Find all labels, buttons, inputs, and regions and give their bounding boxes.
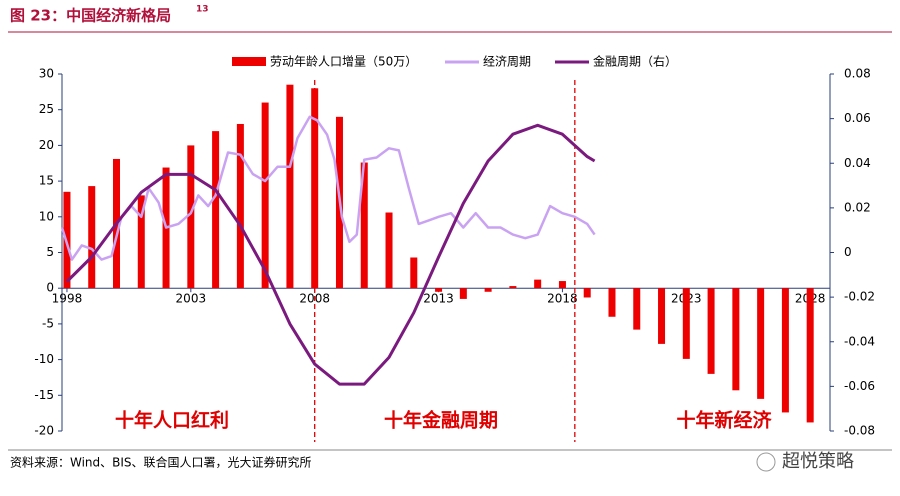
bar [137,195,145,289]
x-tick-label: 1998 [52,292,83,306]
bar [360,162,368,289]
bar [534,279,542,289]
bar [608,288,616,317]
bar [633,288,641,330]
bar [236,123,244,289]
y2-tick-label: -0.06 [844,379,875,393]
y2-tick-label: 0.02 [844,200,871,214]
line [60,115,596,261]
y-tick-label: 0 [46,281,54,295]
bar [781,288,789,413]
bar [658,288,666,344]
y2-tick-label: -0.04 [844,334,875,348]
bar [410,257,418,289]
bar [583,288,591,298]
legend-label: 劳动年龄人口增量（50万） [270,55,417,69]
watermark: 超悦策略 [782,451,854,472]
y-tick-label: 15 [39,174,54,188]
annotation: 十年新经济 [676,409,772,432]
bar [682,288,690,359]
bar [806,288,814,423]
y2-tick-label: -0.08 [844,424,875,438]
annotation: 十年人口红利 [115,409,229,432]
line [65,123,596,386]
y2-tick-label: -0.02 [844,290,875,304]
bar [509,286,517,289]
y-tick-label: -15 [34,388,54,402]
y-tick-label: 20 [39,138,54,152]
chart-title: 图 23：中国经济新格局 [10,7,171,25]
y2-tick-label: 0.04 [844,156,871,170]
y-tick-label: -20 [34,424,54,438]
bar [187,145,195,289]
bar [435,288,443,292]
annotation: 十年金融周期 [384,409,498,432]
bar [459,288,467,299]
y-tick-label: -10 [34,352,54,366]
bar [212,131,220,289]
x-tick-label: 2003 [176,292,207,306]
y-tick-label: 10 [39,209,54,223]
bar [286,84,294,289]
bar [261,102,269,289]
y-tick-label: 5 [46,245,54,259]
legend-label: 经济周期 [483,54,531,69]
legend-swatch [232,57,266,66]
bar [558,281,566,289]
watermark-icon [756,452,776,472]
title-superscript: 13 [196,5,209,15]
bar [732,288,740,391]
bar [757,288,765,399]
source: 资料来源：Wind、BIS、联合国人口署，光大证券研究所 [10,455,312,470]
x-tick-label: 2013 [423,292,454,306]
bar [707,288,715,374]
bar [311,88,319,289]
y-tick-label: 25 [39,102,54,116]
x-tick-label: 2018 [547,292,578,306]
bar [88,186,96,289]
bar [484,288,492,292]
y2-tick-label: 0 [844,245,852,259]
y2-tick-label: 0.08 [844,67,871,81]
y2-tick-label: 0.06 [844,111,871,125]
legend-label: 金融周期（右） [593,54,677,69]
y-tick-label: -5 [42,316,54,330]
y-tick-label: 30 [39,67,54,81]
bar [385,212,393,289]
